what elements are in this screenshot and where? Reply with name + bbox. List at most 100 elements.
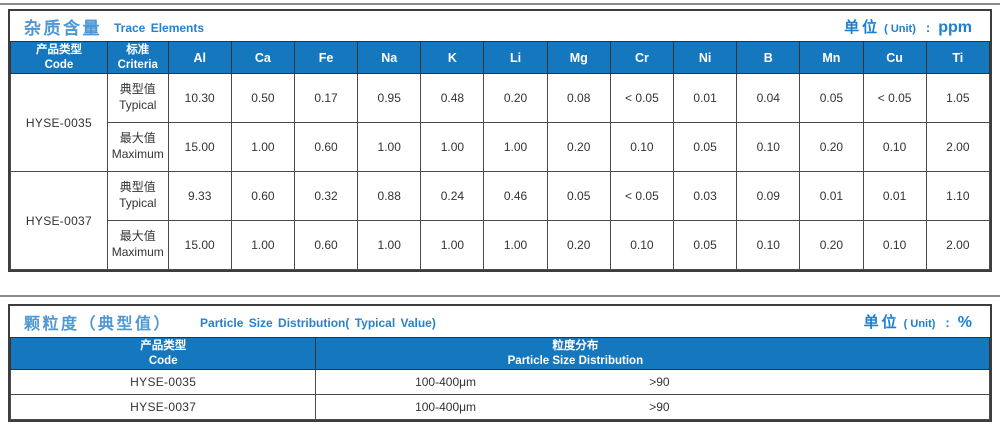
criteria-max-cn: 最大值 (119, 131, 156, 146)
size-percentage: >90 (649, 375, 670, 389)
column-header-product: 产品类型 Code (9, 337, 317, 370)
column-header-element: Cu (862, 41, 927, 74)
value-cell: 0.60 (293, 220, 359, 270)
section-divider (0, 295, 1000, 297)
table-row: 最大值 Maximum 15.00 1.00 0.60 1.00 1.00 1.… (11, 122, 991, 172)
value-cell: 0.04 (736, 73, 801, 123)
value-cell: 1.10 (925, 171, 991, 221)
column-header-element: B (736, 41, 801, 74)
value-cell: 0.20 (799, 220, 864, 270)
value-cell: 0.32 (293, 171, 359, 221)
table-header-row: 产品类型 Code 粒度分布 Particle Size Distributio… (9, 337, 990, 370)
column-header-distribution-en: Particle Size Distribution (507, 354, 644, 367)
distribution-cell: 100-400μm >90 (315, 369, 990, 395)
column-header-element: Ni (672, 41, 738, 74)
value-cell: 0.24 (420, 171, 485, 221)
value-cell: 2.00 (925, 122, 991, 172)
value-cell: 15.00 (167, 220, 232, 270)
unit-label-en: ( Unit) (903, 318, 936, 330)
criteria-cell: 典型值 Typical (106, 171, 169, 221)
value-cell: 0.20 (799, 122, 864, 172)
value-cell: 0.17 (293, 73, 359, 123)
column-header-element: Li (483, 41, 548, 74)
table-row: HYSE-0035 100-400μm >90 (9, 369, 990, 395)
column-header-criteria-cn: 标准 (126, 44, 150, 57)
column-header-criteria: 标准 Criteria (106, 41, 169, 74)
value-cell: 0.10 (609, 122, 674, 172)
value-cell: 0.10 (736, 220, 801, 270)
criteria-max-cn: 最大值 (119, 229, 156, 244)
unit-value: ppm (938, 18, 972, 36)
column-header-product-cn: 产品类型 (35, 44, 82, 57)
unit-label: 单位 ( Unit) : % (864, 311, 972, 332)
value-cell: < 0.05 (609, 171, 674, 221)
unit-label-cn: 单位 (863, 314, 900, 331)
value-cell: 9.33 (167, 171, 232, 221)
distribution-cell: 100-400μm >90 (315, 394, 990, 420)
particle-size-table: 产品类型 Code 粒度分布 Particle Size Distributio… (9, 337, 990, 420)
criteria-max-en: Maximum (111, 245, 164, 259)
trace-elements-table: 产品类型 Code 标准 Criteria Al Ca Fe Na K Li M… (10, 41, 991, 270)
table-row: HYSE-0035 典型值 Typical 10.30 0.50 0.17 0.… (10, 73, 991, 172)
value-cell: 0.88 (357, 171, 422, 221)
value-cell: 1.05 (925, 73, 991, 123)
unit-label-cn: 单位 (844, 18, 881, 36)
value-cell: 1.00 (230, 220, 295, 270)
criteria-typical-en: Typical (119, 98, 157, 112)
value-cell: 1.00 (230, 122, 295, 172)
column-header-element: Mg (546, 41, 611, 74)
value-cell: 0.46 (483, 171, 548, 221)
criteria-typical-cn: 典型值 (119, 82, 156, 97)
value-cell: 0.10 (609, 220, 674, 270)
size-range: 100-400μm (415, 375, 477, 389)
value-cell: < 0.05 (609, 73, 674, 123)
section-title-cn: 颗粒度（典型值） (24, 315, 173, 333)
value-cell: < 0.05 (862, 73, 927, 123)
value-cell: 0.50 (230, 73, 295, 123)
value-cell: 0.05 (672, 122, 738, 172)
unit-colon: : (925, 19, 931, 35)
unit-label: 单位 ( Unit) : ppm (844, 16, 972, 37)
column-header-element: K (420, 41, 485, 74)
criteria-typical-en: Typical (119, 196, 157, 210)
column-header-distribution-cn: 粒度分布 (552, 340, 599, 353)
value-cell: 0.05 (546, 171, 611, 221)
value-cell: 1.00 (483, 122, 548, 172)
value-cell: 0.20 (546, 220, 611, 270)
value-cell: 0.20 (483, 73, 548, 123)
unit-colon: : (945, 315, 950, 330)
section-title-en: Particle Size Distribution( Typical Valu… (200, 316, 436, 330)
column-header-product: 产品类型 Code (10, 41, 108, 74)
value-cell: 2.00 (925, 220, 991, 270)
value-cell: 1.00 (420, 122, 485, 172)
value-cell: 0.60 (293, 122, 359, 172)
column-header-product-cn: 产品类型 (140, 340, 187, 353)
value-cell: 0.10 (862, 220, 927, 270)
section-title-en: Trace Elements (114, 20, 205, 35)
column-header-element: Mn (799, 41, 864, 74)
unit-label-en: ( Unit) (884, 22, 916, 35)
table-row: HYSE-0037 100-400μm >90 (9, 394, 990, 420)
trace-elements-title-bar: 杂质含量 Trace Elements 单位 ( Unit) : ppm (10, 11, 990, 41)
value-cell: 0.95 (357, 73, 422, 123)
value-cell: 0.03 (672, 171, 738, 221)
column-header-criteria-en: Criteria (117, 58, 158, 71)
value-cell: 0.48 (420, 73, 485, 123)
column-header-product-en: Code (44, 58, 74, 71)
column-header-element: Al (167, 41, 232, 74)
criteria-cell: 最大值 Maximum (106, 122, 169, 172)
criteria-typical-cn: 典型值 (119, 180, 156, 195)
trace-elements-section: 杂质含量 Trace Elements 单位 ( Unit) : ppm 产品类… (8, 9, 992, 272)
size-range: 100-400μm (415, 400, 477, 414)
particle-size-title-bar: 颗粒度（典型值） Particle Size Distribution( Typ… (10, 306, 990, 337)
column-header-element: Na (357, 41, 422, 74)
value-cell: 0.10 (862, 122, 927, 172)
value-cell: 0.10 (736, 122, 801, 172)
section-title-cn: 杂质含量 (24, 18, 102, 38)
value-cell: 0.05 (799, 73, 864, 123)
column-header-element: Cr (609, 41, 674, 74)
product-code: HYSE-0035 (9, 369, 317, 395)
product-code: HYSE-0037 (10, 171, 108, 270)
value-cell: 1.00 (420, 220, 485, 270)
table-header-row: 产品类型 Code 标准 Criteria Al Ca Fe Na K Li M… (10, 41, 991, 74)
